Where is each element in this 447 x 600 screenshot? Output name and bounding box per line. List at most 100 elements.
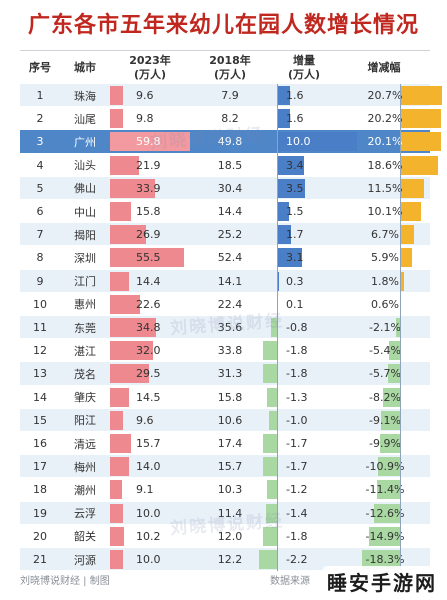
value-2018: 30.4	[217, 181, 243, 195]
city-cell: 惠州	[74, 298, 96, 312]
site-logo: 睡安手游网	[323, 566, 441, 596]
table-row: 9 江门 14.4 14.1 0.3 1.8%	[20, 269, 430, 293]
value-2023: 55.5	[136, 251, 161, 265]
bar-rate	[400, 109, 442, 129]
value-increase: -1.3	[286, 390, 308, 404]
city-cell: 中山	[74, 205, 96, 219]
header-2023: 2023年 (万人)	[129, 54, 171, 81]
value-2018: 14.4	[217, 205, 243, 219]
rank-cell: 4	[36, 158, 44, 172]
rank-cell: 2	[36, 112, 44, 126]
bar-2023	[110, 318, 157, 337]
value-rate: 20.2%	[367, 112, 403, 126]
city-cell: 梅州	[74, 460, 96, 474]
city-cell: 茂名	[74, 367, 96, 381]
bar-increase	[277, 271, 280, 291]
bar-2023	[110, 155, 140, 175]
value-rate: -2.1%	[369, 321, 401, 335]
bar-increase	[262, 526, 277, 546]
value-2018: 8.2	[221, 112, 239, 126]
bar-increase	[259, 550, 277, 569]
value-2023: 29.5	[136, 367, 161, 381]
table-row: 19 云浮 10.0 11.4 -1.4 -12.6%	[20, 501, 430, 525]
value-rate: 5.9%	[371, 251, 399, 265]
value-2023: 9.8	[136, 112, 154, 126]
table-row: 17 梅州 14.0 15.7 -1.7 -10.9%	[20, 455, 430, 479]
rank-cell: 8	[36, 251, 44, 265]
value-2018: 14.1	[217, 274, 243, 288]
table-row: 3 广州 59.8 49.8 10.0 20.1%	[20, 130, 442, 154]
rank-cell: 1	[36, 89, 44, 103]
value-rate: -18.3%	[365, 553, 405, 567]
value-rate: 18.6%	[367, 158, 403, 172]
value-increase: -2.2	[286, 553, 308, 567]
value-2023: 21.9	[136, 158, 161, 172]
value-2018: 25.2	[217, 228, 243, 242]
bar-increase	[277, 155, 305, 175]
value-rate: -9.1%	[369, 413, 401, 427]
value-2023: 14.5	[136, 390, 161, 404]
bar-increase	[277, 109, 290, 129]
table-row: 12 湛江 32.0 33.8 -1.8 -5.4%	[20, 339, 430, 363]
value-2023: 9.1	[136, 483, 154, 497]
value-2018: 7.9	[221, 89, 239, 103]
city-cell: 河源	[74, 553, 96, 567]
value-2018: 17.4	[217, 437, 243, 451]
value-rate: -11.4%	[365, 483, 405, 497]
footer-credit: 刘晓博说财经 | 制图	[20, 576, 110, 587]
header-2018: 2018年 (万人)	[209, 54, 251, 81]
bar-rate	[383, 387, 400, 407]
value-2018: 11.4	[217, 506, 243, 520]
bar-rate	[400, 225, 414, 245]
value-2018: 33.8	[217, 344, 243, 358]
value-2018: 15.7	[217, 460, 243, 474]
value-increase: -1.7	[286, 460, 308, 474]
bar-increase	[262, 341, 277, 361]
rank-cell: 5	[36, 181, 44, 195]
footer-source: 数据来源	[270, 576, 310, 587]
rank-cell: 6	[36, 205, 44, 219]
value-increase: -1.7	[286, 437, 308, 451]
rank-cell: 3	[36, 135, 44, 149]
bar-2023	[110, 86, 123, 105]
city-cell: 汕尾	[74, 112, 96, 126]
value-2023: 9.6	[136, 89, 154, 103]
bar-2023	[110, 550, 124, 569]
bar-2023	[110, 387, 130, 407]
bar-2023	[110, 480, 123, 500]
value-increase: 0.3	[286, 274, 304, 288]
bar-2023	[110, 503, 124, 523]
bar-increase	[262, 364, 277, 384]
table-row: 15 阳江 9.6 10.6 -1.0 -9.1%	[20, 408, 430, 432]
table-row: 4 汕头 21.9 18.5 3.4 18.6%	[20, 154, 439, 177]
rank-cell: 14	[33, 390, 47, 404]
value-2023: 15.8	[136, 205, 161, 219]
bar-2023	[110, 271, 130, 291]
value-2018: 22.4	[217, 297, 243, 311]
chart-title: 广东各市五年来幼儿在园人数增长情况	[27, 13, 419, 38]
city-cell: 清远	[74, 437, 96, 451]
rank-cell: 18	[33, 483, 47, 497]
bar-rate	[388, 364, 400, 384]
bar-increase	[277, 248, 302, 268]
bar-2023	[110, 132, 190, 152]
value-rate: 20.7%	[367, 89, 403, 103]
value-increase: -1.4	[286, 506, 308, 520]
table-row: 18 潮州 9.1 10.3 -1.2 -11.4%	[20, 478, 430, 502]
bar-increase	[277, 178, 305, 198]
bar-2023	[110, 457, 129, 477]
value-rate: -5.7%	[369, 367, 401, 381]
value-2023: 59.8	[136, 135, 161, 149]
bar-increase	[277, 132, 357, 152]
bar-2023	[110, 178, 156, 198]
value-increase: -1.2	[286, 483, 308, 497]
bar-rate	[400, 178, 424, 198]
table-row: 13 茂名 29.5 31.3 -1.8 -5.7%	[20, 362, 430, 386]
bar-2023	[110, 526, 124, 546]
value-2023: 26.9	[136, 228, 161, 242]
value-2018: 12.2	[217, 553, 243, 567]
table-row: 8 深圳 55.5 52.4 3.1 5.9%	[20, 246, 430, 270]
value-rate: -14.9%	[365, 529, 405, 543]
bar-increase	[265, 503, 277, 523]
value-increase: 3.1	[286, 251, 304, 265]
